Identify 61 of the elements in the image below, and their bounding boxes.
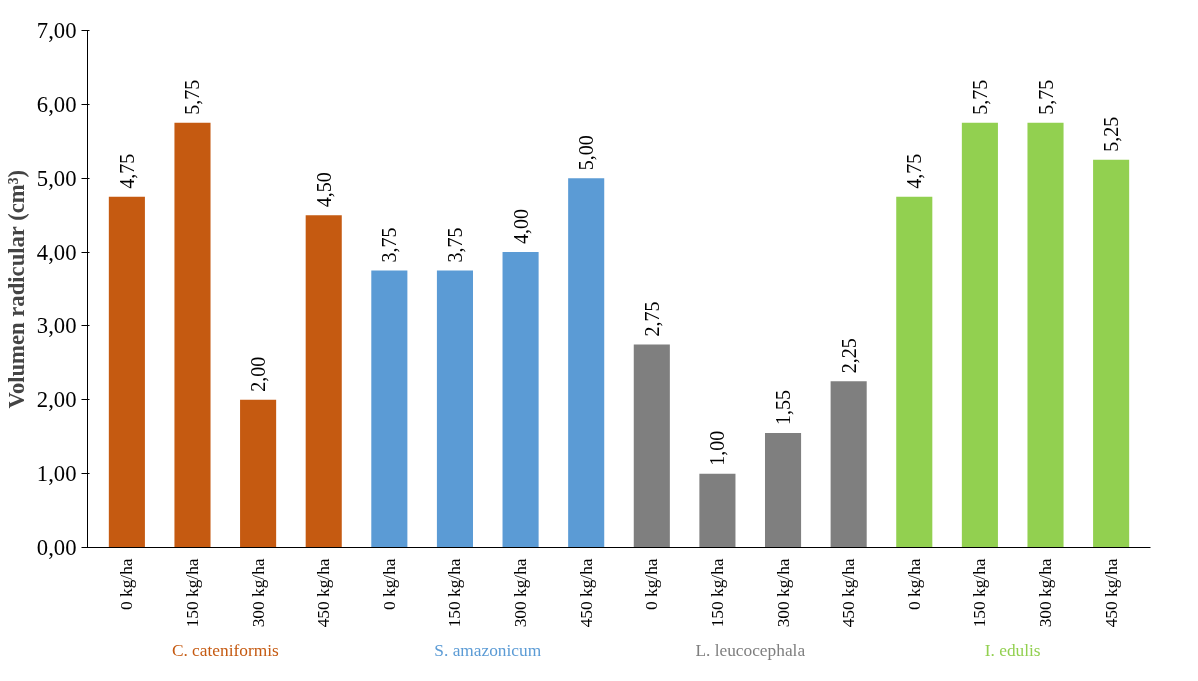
data-label: 4,75 [903,153,926,189]
x-tick-label: 450 kg/ha [839,558,859,628]
text: I. edulis [984,641,1041,660]
data-label: 4,50 [312,172,335,208]
x-tick-label: 450 kg/ha [576,558,596,628]
data-label: 2,00 [247,356,270,392]
bar [1093,159,1130,548]
y-tick-label: 1,00 [36,461,77,487]
y-tick-label: 2,00 [36,387,77,413]
data-label: 5,75 [181,79,204,115]
text: S. amazonicum [434,641,542,660]
x-tick-label: 300 kg/ha [248,558,268,628]
text: L. leucocephala [695,641,806,660]
text: C. cateniformis [171,641,279,660]
x-tick-label: 150 kg/ha [970,558,990,628]
bar [896,196,933,548]
data-label: 5,00 [575,135,598,171]
x-tick-label: 150 kg/ha [445,558,465,628]
data-label: 3,75 [443,227,466,263]
x-tick-label: 150 kg/ha [707,558,727,628]
data-label: 1,55 [772,390,795,426]
bar [240,399,277,548]
x-tick-label: 0 kg/ha [379,558,399,610]
x-tick-label: 450 kg/ha [314,558,334,628]
y-tick-label: 5,00 [36,165,77,191]
bar [699,473,736,548]
data-label: 5,25 [1100,116,1123,152]
y-axis-title: Volumen radicular (cm³) [3,170,29,409]
data-label: 1,00 [706,430,729,466]
bar [305,215,342,548]
data-label: 3,75 [378,227,401,263]
bar [568,178,605,548]
bar [371,270,408,548]
y-tick-label: 0,00 [36,535,77,560]
bar [1027,122,1064,548]
data-label: 5,75 [968,79,991,115]
data-label: 2,75 [640,301,663,337]
bar [633,344,670,548]
bar [502,252,539,548]
bar [830,381,867,548]
data-label: 5,75 [1034,79,1057,115]
x-tick-label: 300 kg/ha [1036,558,1056,628]
bar [961,122,998,548]
bar [765,433,802,548]
x-tick-label: 300 kg/ha [511,558,531,628]
data-label: 4,00 [509,209,532,245]
y-tick-label: 7,00 [36,18,77,43]
x-tick-label: 0 kg/ha [642,558,662,610]
x-tick-label: 450 kg/ha [1101,558,1121,628]
x-tick-label: 300 kg/ha [773,558,793,628]
x-tick-label: 0 kg/ha [904,558,924,610]
y-tick-label: 4,00 [36,239,77,265]
data-label: 4,75 [115,153,138,189]
x-tick-label: 150 kg/ha [182,558,202,628]
data-label: 2,25 [837,338,860,374]
y-tick-label: 6,00 [36,91,77,117]
y-tick-label: 3,00 [36,313,77,339]
bar [108,196,145,548]
bar [436,270,473,548]
bar [174,122,211,548]
x-tick-label: 0 kg/ha [117,558,137,610]
